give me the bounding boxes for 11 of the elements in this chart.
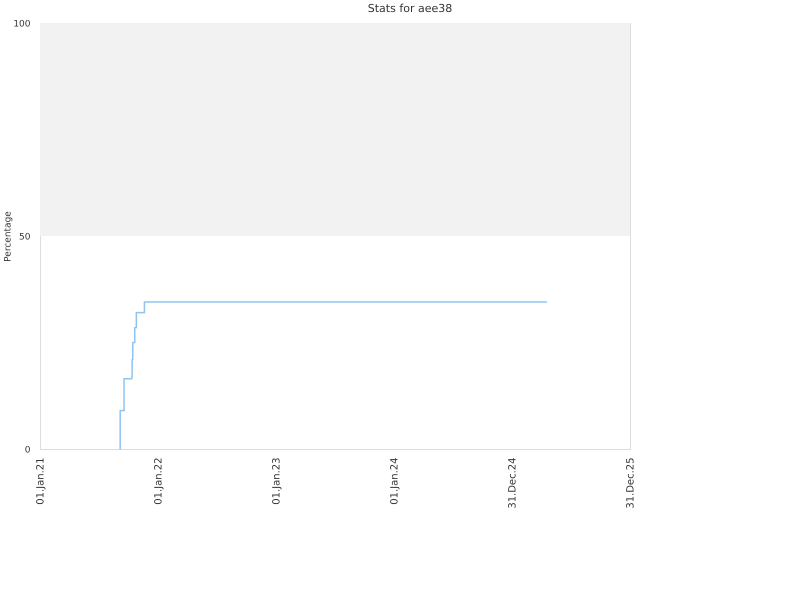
y-tick-label: 0: [24, 446, 31, 456]
x-tick-label: 01.Jan.23: [272, 458, 282, 505]
x-tick-label: 01.Jan.22: [154, 458, 164, 505]
x-tick-label: 31.Dec.24: [508, 458, 518, 509]
y-axis-title: Percentage: [4, 210, 14, 262]
x-tick-label: 01.Jan.21: [36, 458, 46, 505]
x-tick-label: 31.Dec.25: [626, 458, 636, 509]
y-tick-label: 50: [19, 232, 31, 242]
chart-title: Stats for aee38: [368, 2, 452, 15]
y-tick-label: 100: [13, 20, 31, 30]
x-tick-label: 01.Jan.24: [390, 458, 400, 505]
